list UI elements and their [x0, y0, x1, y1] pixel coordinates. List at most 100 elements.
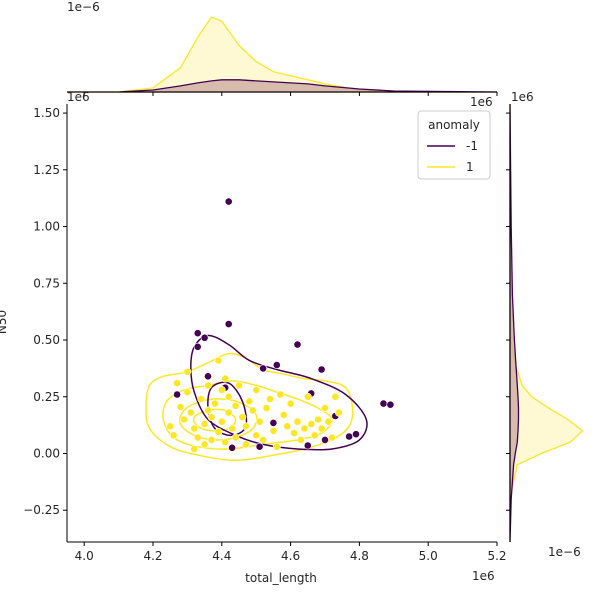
scatter-point-pos [197, 395, 206, 403]
scatter-point-pos [276, 390, 285, 399]
scatter-point-pos [303, 392, 312, 401]
scatter-point-neg [269, 418, 278, 427]
x-tick-label: 4.4 [212, 549, 231, 563]
scatter-point-pos [296, 435, 305, 444]
x-offset-label: 1e6 [472, 569, 495, 583]
main-plot [145, 197, 395, 462]
y-axis-label: N50 [0, 310, 9, 334]
scatter-point-pos [228, 424, 236, 433]
marginal-y-density-pos [509, 104, 584, 542]
scatter-point-pos [279, 410, 288, 419]
scatter-point-pos [193, 433, 202, 442]
y-tick-label: 1.50 [33, 106, 60, 120]
scatter-point-pos [241, 440, 250, 449]
scatter-point-pos [204, 406, 212, 415]
y-tick-label: 0.25 [33, 390, 60, 404]
y-tick-label: 1.00 [33, 220, 60, 234]
legend-title: anomaly [428, 118, 480, 132]
scatter-point-neg [193, 329, 202, 338]
legend-box [417, 110, 491, 180]
scatter-point-pos [307, 420, 316, 428]
legend: anomaly -1 1 [417, 110, 491, 180]
scatter-point-pos [300, 424, 309, 433]
scatter-point-pos [200, 440, 209, 449]
scatter-point-pos [248, 406, 257, 415]
scatter-point-pos [310, 431, 319, 440]
marginal-x-density-neg [67, 79, 498, 93]
scatter-point-pos [238, 413, 247, 422]
y-tick-label: −0.25 [23, 503, 60, 517]
scatter-point-pos [283, 422, 292, 431]
scatter-point-pos [217, 417, 226, 426]
scatter-point-pos [252, 431, 261, 440]
scatter-point-neg [317, 365, 326, 374]
scatter-point-pos [200, 420, 209, 428]
kde-contour-pos-inner [179, 398, 258, 441]
scatter-point-pos [334, 408, 343, 417]
scatter-point-pos [207, 413, 216, 422]
scatter-point-pos [183, 388, 192, 397]
scatter-point-pos [324, 417, 333, 426]
scatter-point-neg [204, 372, 212, 381]
scatter-point-pos [331, 392, 340, 401]
scatter-point-pos [176, 403, 185, 411]
kde-contour-neg-outer [190, 334, 368, 451]
y-tick-label: 0.75 [33, 276, 60, 290]
x-tick-label: 4.2 [143, 549, 162, 563]
scatter-point-pos [207, 435, 216, 444]
scatter-point-pos [231, 433, 240, 442]
scatter-point-neg [379, 399, 388, 408]
scatter-point-pos [290, 429, 298, 437]
scatter-point-neg [224, 320, 233, 328]
scatter-point-pos [204, 381, 212, 390]
x-tick-label: 5.2 [487, 549, 506, 563]
legend-label-pos: 1 [466, 160, 474, 174]
scatter-point-pos [169, 431, 178, 440]
scatter-point-pos [293, 417, 302, 426]
x-tick-label: 4.0 [75, 549, 94, 563]
x-axis-label: total_length [245, 571, 317, 585]
scatter-point-pos [245, 397, 254, 406]
x-tick-label: 5.0 [419, 549, 438, 563]
scatter-point-pos [214, 356, 223, 365]
scatter-point-pos [186, 408, 195, 417]
legend-label-neg: -1 [466, 139, 478, 153]
scatter-point-pos [231, 401, 240, 410]
scatter-point-neg [345, 432, 353, 441]
y-offset-label: 1e6 [67, 90, 90, 104]
scatter-point-pos [173, 379, 181, 387]
right-bottom-offset-label: 1e−6 [548, 545, 581, 559]
scatter-point-neg [272, 361, 281, 369]
top-offset-label: 1e−6 [67, 0, 100, 14]
scatter-point-neg [224, 197, 233, 206]
scatter-point-pos [255, 417, 264, 426]
scatter-point-pos [210, 399, 219, 408]
scatter-point-neg [259, 364, 267, 373]
x-tick-label: 4.8 [350, 549, 369, 563]
scatter-point-pos [183, 367, 192, 376]
scatter-point-neg [200, 333, 209, 342]
right-offset-label: 1e6 [511, 90, 534, 104]
scatter-point-pos [241, 422, 250, 431]
scatter-point-pos [221, 438, 230, 446]
scatter-point-pos [321, 404, 329, 412]
scatter-point-pos [235, 381, 243, 390]
scatter-point-pos [266, 395, 274, 403]
axes: 4.0 4.2 4.4 4.6 4.8 5.0 5.2 −0.25 0.00 0.25 0.50 0.… [23, 91, 511, 563]
scatter-point-pos [214, 427, 223, 436]
scatter-point-pos [327, 433, 336, 442]
marginal-y-density [509, 103, 584, 543]
scatter-point-pos [262, 404, 271, 412]
scatter-point-pos [166, 422, 175, 431]
scatter-point-neg [352, 430, 360, 439]
scatter-point-pos [317, 424, 326, 433]
scatter-point-pos [180, 415, 188, 424]
scatter-point-pos [224, 392, 233, 401]
scatter-point-pos [286, 399, 295, 408]
y-tick-label: 1.25 [33, 163, 60, 177]
scatter-point-neg [255, 442, 264, 451]
scatter-point-neg [173, 390, 181, 399]
marginal-y-density-neg [509, 103, 520, 543]
scatter-point-pos [259, 435, 267, 444]
